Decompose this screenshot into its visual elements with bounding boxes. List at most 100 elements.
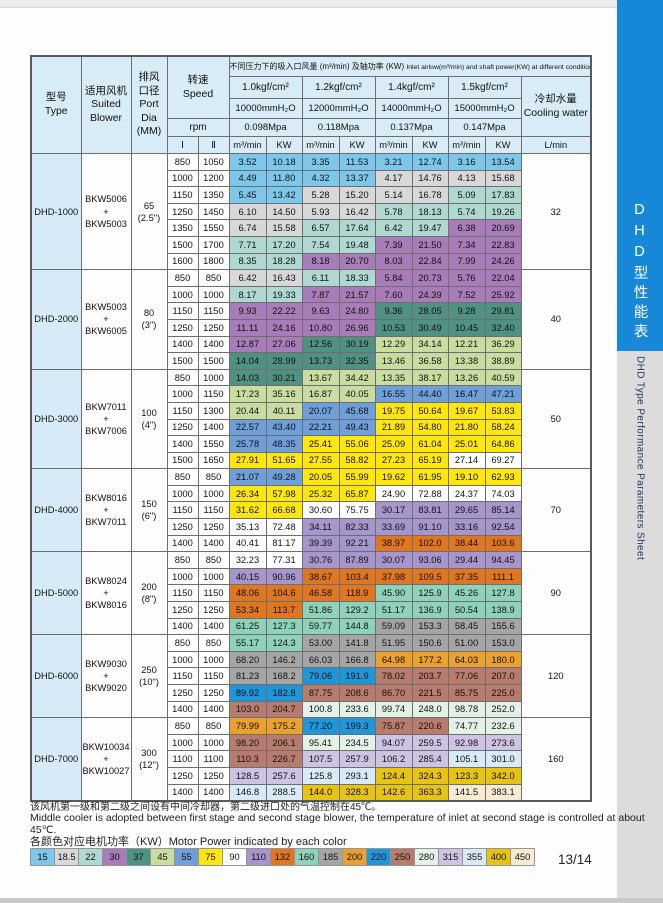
table-row: 1600 1800 8.35 18.28 8.18 20.70 8.03 22.84 7.99 2… bbox=[31, 252, 591, 271]
speed-ii-cell: 1000 bbox=[197, 567, 230, 586]
airflow-cell: 105.1 bbox=[447, 750, 486, 768]
table-row: DHD-7000 BKW10034 + BKW10027 300 (12") 850 8… bbox=[30, 717, 592, 802]
airflow-cell: 45.26 bbox=[447, 584, 486, 603]
legend-swatch: 280 bbox=[414, 848, 439, 866]
unit-flow-2: m³/min bbox=[301, 136, 340, 154]
speed-ii-cell: 1400 bbox=[197, 617, 230, 636]
legend-swatch: 160 bbox=[294, 848, 319, 866]
shaft-power-cell: 166.8 bbox=[338, 650, 376, 669]
performance-table: 型号 Type 适用风机 Suited Blower 排风 口径 Port Di… bbox=[30, 55, 593, 802]
shaft-power-cell: 15.68 bbox=[484, 169, 522, 188]
shaft-power-cell: 225.0 bbox=[484, 684, 522, 702]
speed-ii-cell: 1550 bbox=[197, 219, 230, 237]
speed-i-cell: 1000 bbox=[166, 285, 199, 304]
airflow-cell: 12.29 bbox=[374, 335, 413, 354]
airflow-cell: 13.73 bbox=[301, 352, 340, 370]
speed-ii-cell: 1550 bbox=[197, 435, 230, 453]
pressure-1-mpa: 0.098Mpa bbox=[228, 118, 303, 137]
table-row: DHD-4000 BKW8016 + BKW7011 150 (6") 850 850 2… bbox=[30, 468, 592, 553]
table-row: 1000 1000 8.17 19.33 7.87 21.57 7.60 24.39 7.52 2… bbox=[31, 285, 591, 304]
airflow-cell: 87.75 bbox=[301, 684, 340, 702]
airflow-cell: 5.14 bbox=[374, 186, 413, 204]
airflow-cell: 38.67 bbox=[301, 567, 340, 586]
airflow-cell: 13.38 bbox=[447, 352, 486, 370]
shaft-power-cell: 91.10 bbox=[411, 518, 449, 536]
shaft-power-cell: 17.83 bbox=[484, 186, 522, 204]
table-row: 1250 1250 89.92 182.8 87.75 208.6 86.70 221.5 85… bbox=[31, 684, 591, 702]
airflow-cell: 21.80 bbox=[447, 418, 486, 437]
shaft-power-cell: 38.89 bbox=[484, 352, 522, 370]
airflow-cell: 85.75 bbox=[447, 684, 486, 702]
airflow-cell: 16.47 bbox=[447, 385, 486, 403]
suited-blower-cell: BKW7011 + BKW7006 bbox=[80, 368, 132, 470]
speed-ii-cell: 1250 bbox=[197, 766, 230, 785]
shaft-power-cell: 257.9 bbox=[338, 750, 376, 768]
shaft-power-cell: 29.81 bbox=[484, 302, 522, 320]
speed-ii-cell: 1400 bbox=[197, 783, 230, 802]
speed-ii-cell: 1000 bbox=[197, 285, 230, 304]
page-number: 13/14 bbox=[558, 852, 592, 867]
airflow-cell: 51.86 bbox=[301, 601, 340, 619]
speed-i-cell: 1000 bbox=[166, 385, 199, 403]
unit-flow-3: m³/min bbox=[374, 136, 413, 154]
shaft-power-cell: 87.89 bbox=[338, 551, 376, 569]
table-row: 1100 1100 110.3 226.7 107.5 257.9 106.2 285.4 10… bbox=[31, 750, 591, 768]
airflow-cell: 21.89 bbox=[374, 418, 413, 437]
speed-i-cell: 1500 bbox=[166, 451, 199, 470]
shaft-power-cell: 383.1 bbox=[484, 783, 522, 802]
table-row: 1150 1300 20.44 40.11 20.07 45.68 19.75 50.64 19… bbox=[31, 401, 591, 420]
shaft-power-cell: 150.6 bbox=[411, 634, 449, 652]
airflow-cell: 5.78 bbox=[374, 202, 413, 221]
airflow-cell: 51.95 bbox=[374, 634, 413, 652]
airflow-cell: 46.58 bbox=[301, 584, 340, 603]
shaft-power-cell: 124.3 bbox=[265, 634, 303, 652]
speed-ii-cell: 850 bbox=[197, 634, 230, 652]
shaft-power-cell: 285.4 bbox=[411, 750, 449, 768]
table-row: 1400 1400 146.8 288.5 144.0 328.3 142.6 363.3 14… bbox=[31, 783, 591, 802]
shaft-power-cell: 175.2 bbox=[265, 717, 303, 735]
speed-i-cell: 1000 bbox=[166, 650, 199, 669]
airflow-cell: 19.10 bbox=[447, 468, 486, 486]
table-row: DHD-3000 BKW7011 + BKW7006 100 (4") 850 1000… bbox=[30, 368, 592, 470]
airflow-cell: 5.74 bbox=[447, 202, 486, 221]
speed-i-cell: 1250 bbox=[166, 518, 199, 536]
airflow-cell: 7.39 bbox=[374, 235, 413, 254]
speed-i-cell: 1600 bbox=[166, 252, 199, 271]
port-dia-cell: 250 (10") bbox=[130, 634, 168, 719]
shaft-power-cell: 30.19 bbox=[338, 335, 376, 354]
shaft-power-cell: 252.0 bbox=[484, 700, 522, 719]
shaft-power-cell: 259.5 bbox=[411, 733, 449, 752]
airflow-cell: 14.03 bbox=[228, 368, 267, 387]
airflow-cell: 7.99 bbox=[447, 252, 486, 271]
airflow-cell: 92.98 bbox=[447, 733, 486, 752]
airflow-cell: 5.76 bbox=[447, 269, 486, 287]
airflow-cell: 61.25 bbox=[228, 617, 267, 636]
shaft-power-cell: 28.05 bbox=[411, 302, 449, 320]
shaft-power-cell: 49.43 bbox=[338, 418, 376, 437]
shaft-power-cell: 92.21 bbox=[338, 534, 376, 553]
header-conditions-band: 不同压力下的吸入口风量 (m³/min) 及轴功率 (KW) Inlet air… bbox=[228, 55, 592, 77]
shaft-power-cell: 363.3 bbox=[411, 783, 449, 802]
airflow-cell: 14.04 bbox=[228, 352, 267, 370]
shaft-power-cell: 81.17 bbox=[265, 534, 303, 553]
shaft-power-cell: 25.92 bbox=[484, 285, 522, 304]
speed-ii-cell: 1250 bbox=[197, 684, 230, 702]
airflow-cell: 79.06 bbox=[301, 667, 340, 685]
speed-ii-cell: 1700 bbox=[197, 235, 230, 254]
speed-ii-cell: 1050 bbox=[197, 153, 230, 171]
table-row: 1250 1250 11.11 24.16 10.80 26.96 10.53 30.49 10… bbox=[31, 318, 591, 337]
pressure-4-mpa: 0.147Mpa bbox=[447, 118, 522, 137]
speed-i-cell: 1400 bbox=[166, 534, 199, 553]
airflow-cell: 45.90 bbox=[374, 584, 413, 603]
speed-ii-cell: 1150 bbox=[197, 385, 230, 403]
pressure-2-kgf: 1.2kgf/cm² bbox=[301, 76, 376, 99]
airflow-cell: 20.44 bbox=[228, 401, 267, 420]
shaft-power-cell: 146.2 bbox=[265, 650, 303, 669]
airflow-cell: 98.20 bbox=[228, 733, 267, 752]
model-type-cell: DHD-4000 bbox=[30, 468, 82, 553]
unit-kw-2: KW bbox=[338, 136, 376, 154]
speed-i-cell: 1000 bbox=[166, 169, 199, 188]
shaft-power-cell: 58.82 bbox=[338, 451, 376, 470]
table-row: 1500 1500 14.04 28.99 13.73 32.35 13.46 36.58 13… bbox=[31, 352, 591, 370]
